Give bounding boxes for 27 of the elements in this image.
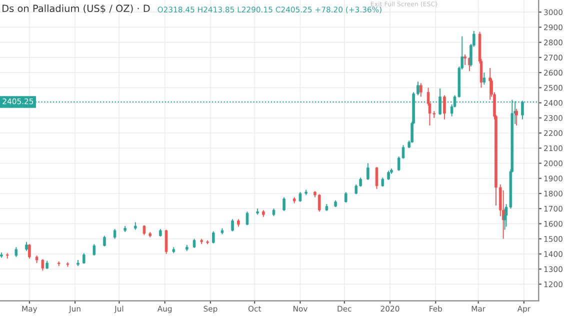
candlestick — [14, 246, 18, 258]
candlestick — [420, 82, 422, 98]
candlestick — [164, 229, 168, 254]
candlestick — [246, 211, 249, 226]
candlestick — [231, 218, 234, 232]
candlestick — [41, 258, 44, 272]
candlestick — [142, 224, 146, 236]
candlestick — [82, 252, 86, 264]
candlestick — [464, 54, 466, 66]
candlestick — [92, 244, 96, 256]
candlestick — [375, 166, 378, 190]
candlestick — [482, 72, 486, 86]
candlestick — [25, 241, 28, 252]
candlestick — [387, 170, 390, 180]
candlestick — [192, 238, 196, 248]
candlestick — [212, 230, 215, 244]
candlestick — [298, 191, 302, 202]
candlestick — [113, 228, 116, 240]
candlestick — [282, 196, 286, 212]
chart-title: Ds on Palladium (US$ / OZ) · D — [2, 4, 150, 14]
candlestick — [443, 94, 446, 120]
candlestick — [381, 177, 384, 188]
candlestick — [366, 162, 370, 180]
candlestick — [344, 191, 348, 204]
candlestick — [318, 194, 321, 212]
candlestick — [103, 235, 106, 247]
candlestick — [28, 244, 31, 259]
